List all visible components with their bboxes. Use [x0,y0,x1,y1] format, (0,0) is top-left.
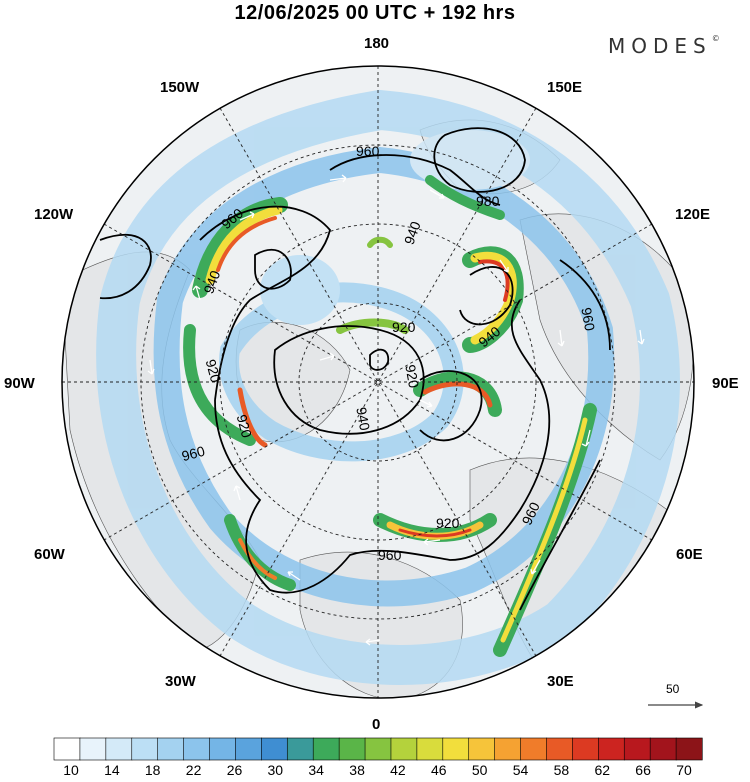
contour-label: 920 [234,413,256,440]
colorbar-swatch [209,737,237,761]
colorbar-swatch [183,737,211,761]
colorbar-swatch [261,737,288,761]
colorbar-tick-label: 54 [512,762,529,778]
colorbar-swatch [390,737,418,761]
colorbar-swatch [235,737,262,761]
colorbar-swatch [468,737,496,761]
colorbar-tick-label: 46 [431,762,447,778]
map-border [61,65,695,699]
contour-label: 940 [401,219,424,247]
colorbar-swatch [442,737,470,761]
contour-label: 960 [578,306,598,332]
graticule [62,66,694,698]
colorbar-swatch [494,737,522,761]
map-title: 12/06/2025 00 UTC + 192 hrs [234,2,516,24]
vector-scale-label: 50 [666,682,680,696]
colorbar-swatch [53,737,81,761]
brand-text: MODES [608,34,712,58]
colorbar-tick-label: 34 [308,762,324,778]
colorbar-swatch [157,737,185,761]
colorbar-swatch [416,737,444,761]
wind-vectors [147,174,645,646]
colorbar-swatch [131,737,159,761]
colorbar-swatch [623,737,651,761]
lon-label-180: 180 [364,35,390,52]
contour-label: 940 [200,268,223,296]
lon-label-150e: 150E [547,79,583,96]
colorbar-swatch [520,737,548,761]
lon-label-90e: 90E [712,375,739,392]
contour-label: 960 [356,143,380,159]
colorbar-tick-label: 50 [471,762,488,778]
colorbar-tick-label: 14 [104,762,120,778]
colorbar-swatch [364,737,392,761]
colorbar-tick-label: 58 [553,762,570,778]
colorbar-swatch [649,737,677,761]
colorbar-swatch [312,737,340,761]
contour-label: 960 [378,547,402,563]
lon-label-60e: 60E [676,546,703,563]
colorbar-swatch [79,737,107,761]
copyright-mark: © [711,34,720,43]
colorbar-swatch [675,737,703,761]
lon-label-30w: 30W [165,673,196,690]
contour-label: 980 [476,193,500,209]
contour-label: 920 [402,363,422,389]
lon-label-30e: 30E [547,673,574,690]
lon-label-150w: 150W [160,79,200,96]
contour-label: 920 [392,319,416,335]
colorbar-tick-label: 22 [185,762,202,778]
colorbar-swatch [546,737,573,761]
contour-label: 920 [436,515,460,531]
colorbar-swatch [105,737,133,761]
lon-label-120w: 120W [34,206,74,223]
colorbar-tick-label: 62 [594,762,611,778]
lon-label-0: 0 [372,716,381,733]
colorbar-tick-label: 42 [390,762,406,778]
colorbar-tick-label: 38 [349,762,365,778]
colorbar-tick-label: 30 [267,762,284,778]
colorbar-tick-label: 70 [676,762,692,778]
colorbar-swatch [572,737,599,761]
colorbar-swatch [598,737,625,761]
contour-label: 940 [353,406,373,432]
colorbar-tick-label: 10 [63,762,79,778]
lon-label-120e: 120E [675,206,711,223]
colorbar-tick-label: 26 [226,762,243,778]
lon-label-60w: 60W [34,546,65,563]
colorbar-tick-label: 66 [635,762,651,778]
colorbar-swatch [286,737,314,761]
modes-logo: MODES© [608,34,720,58]
colorbar-swatch [338,737,366,761]
contour-label: 960 [180,443,207,465]
colorbar [53,737,703,761]
lon-label-90w: 90W [4,375,35,392]
colorbar-tick-label: 18 [144,762,161,778]
contour-label: 920 [203,357,225,384]
